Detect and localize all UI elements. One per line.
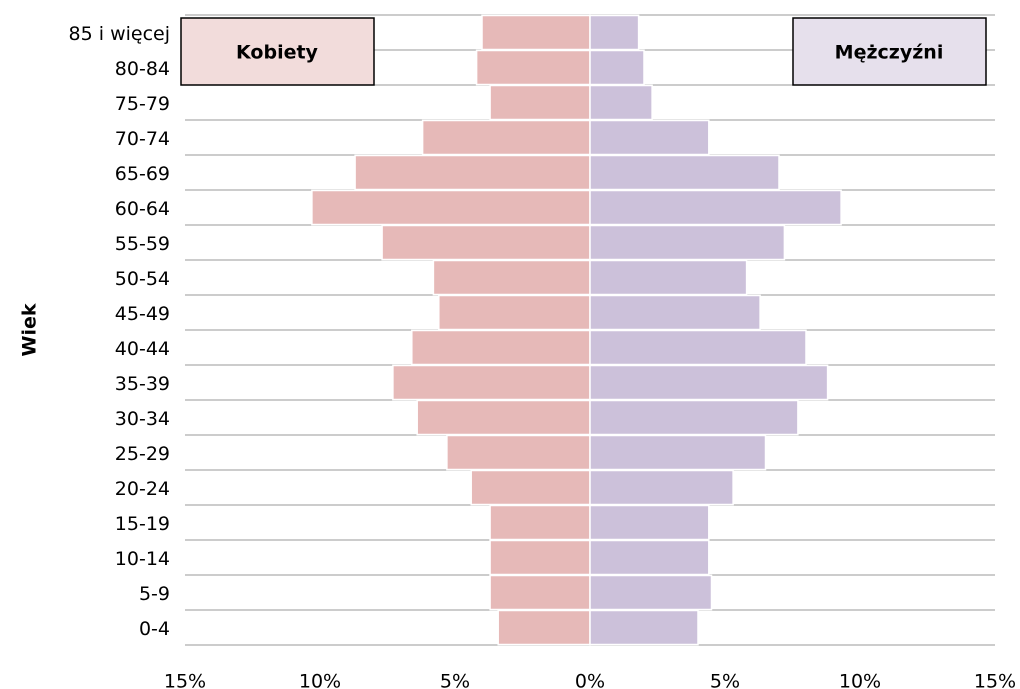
y-tick-label: 55-59 xyxy=(115,233,170,255)
bar xyxy=(446,434,591,471)
x-tick-label: 0% xyxy=(575,671,605,689)
bar xyxy=(589,224,786,261)
y-tick-label: 5-9 xyxy=(139,583,170,605)
bar xyxy=(438,294,591,331)
bar xyxy=(311,189,591,226)
bar xyxy=(497,609,591,646)
legend-label: Kobiety xyxy=(236,42,319,64)
bar xyxy=(589,84,653,121)
bar xyxy=(589,364,829,401)
y-axis-label: Wiek xyxy=(19,303,41,356)
y-tick-label: 45-49 xyxy=(115,303,170,325)
x-tick-label: 15% xyxy=(164,671,206,689)
bar xyxy=(589,574,713,611)
bar xyxy=(354,154,591,191)
y-tick-label: 25-29 xyxy=(115,443,170,465)
x-tick-label: 10% xyxy=(839,671,881,689)
bar xyxy=(489,539,591,576)
y-tick-label: 70-74 xyxy=(115,128,170,150)
y-tick-label: 85 i więcej xyxy=(69,23,170,45)
bar xyxy=(481,14,591,51)
y-tick-label: 50-54 xyxy=(115,268,170,290)
y-tick-label: 10-14 xyxy=(115,548,170,570)
y-tick-label: 35-39 xyxy=(115,373,170,395)
bar xyxy=(589,259,748,296)
x-tick-label: 15% xyxy=(974,671,1016,689)
x-tick-label: 10% xyxy=(299,671,341,689)
bar xyxy=(470,469,591,506)
bar xyxy=(589,189,842,226)
x-tick-label: 5% xyxy=(440,671,470,689)
y-tick-label: 65-69 xyxy=(115,163,170,185)
bar xyxy=(589,399,799,436)
bar xyxy=(589,329,807,366)
y-tick-label: 60-64 xyxy=(115,198,170,220)
legend-label: Mężczyźni xyxy=(835,42,944,64)
bar xyxy=(589,119,710,156)
bar xyxy=(589,14,640,51)
y-tick-label: 75-79 xyxy=(115,93,170,115)
bar xyxy=(392,364,591,401)
bar xyxy=(589,434,767,471)
y-tick-label: 0-4 xyxy=(139,618,170,640)
bar xyxy=(489,574,591,611)
bar xyxy=(416,399,591,436)
y-tick-label: 80-84 xyxy=(115,58,170,80)
legend-box xyxy=(792,17,987,86)
bar xyxy=(589,504,710,541)
bar xyxy=(589,469,734,506)
bar xyxy=(381,224,591,261)
y-tick-label: 15-19 xyxy=(115,513,170,535)
bar xyxy=(589,294,761,331)
bar xyxy=(411,329,591,366)
bar xyxy=(489,504,591,541)
bar xyxy=(489,84,591,121)
bar xyxy=(432,259,591,296)
y-tick-label: 40-44 xyxy=(115,338,170,360)
y-tick-label: 20-24 xyxy=(115,478,170,500)
bar xyxy=(589,154,780,191)
bar xyxy=(589,609,699,646)
legend-box xyxy=(180,17,375,86)
bar xyxy=(421,119,591,156)
bar xyxy=(589,539,710,576)
bar xyxy=(475,49,591,86)
x-tick-label: 5% xyxy=(710,671,740,689)
y-tick-label: 30-34 xyxy=(115,408,170,430)
bar xyxy=(589,49,645,86)
